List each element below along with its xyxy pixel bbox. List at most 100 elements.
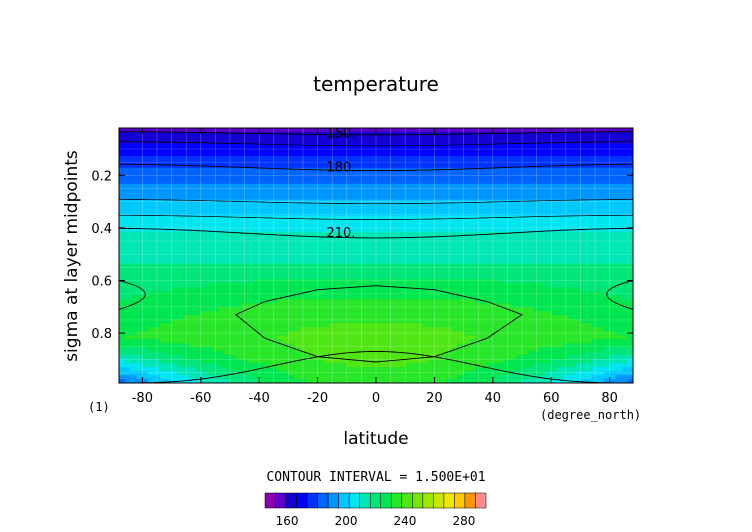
field-cell xyxy=(218,271,225,277)
field-cell xyxy=(352,207,360,213)
field-cell xyxy=(124,239,132,245)
field-cell xyxy=(393,175,400,181)
field-cell xyxy=(603,239,611,245)
field-cell xyxy=(165,159,173,165)
field-cell xyxy=(124,247,132,253)
field-cell xyxy=(469,239,476,245)
field-cell xyxy=(451,243,459,249)
field-cell xyxy=(177,183,184,189)
field-cell xyxy=(165,215,173,221)
field-cell xyxy=(434,315,441,320)
field-cell xyxy=(557,343,564,348)
field-cell xyxy=(615,171,622,177)
field-cell xyxy=(235,143,243,149)
field-cell xyxy=(475,323,482,328)
field-cell xyxy=(492,327,500,332)
field-cell xyxy=(265,315,272,320)
field-cell xyxy=(428,147,436,153)
field-cell xyxy=(504,351,511,356)
field-cell xyxy=(335,187,342,193)
field-cell xyxy=(323,128,330,133)
field-cell xyxy=(311,315,319,320)
field-cell xyxy=(247,311,254,316)
field-cell xyxy=(557,295,564,300)
field-cell xyxy=(159,259,167,265)
field-cell xyxy=(539,159,546,165)
field-cell xyxy=(627,275,633,281)
field-cell xyxy=(212,135,219,141)
field-cell xyxy=(387,203,395,209)
field-cell xyxy=(422,179,430,185)
field-cell xyxy=(504,295,511,300)
field-cell xyxy=(241,335,249,340)
field-cell xyxy=(370,207,377,213)
field-cell xyxy=(481,343,488,348)
field-cell xyxy=(241,311,249,316)
field-cell xyxy=(568,231,576,237)
field-cell xyxy=(288,251,295,257)
field-cell xyxy=(440,135,447,141)
field-cell xyxy=(574,199,582,205)
field-cell xyxy=(212,311,219,316)
field-cell xyxy=(212,183,219,189)
field-cell xyxy=(603,227,611,233)
field-cell xyxy=(405,159,412,165)
field-cell xyxy=(323,175,330,181)
field-cell xyxy=(381,335,389,340)
field-cell xyxy=(539,263,546,269)
field-cell xyxy=(621,155,628,161)
field-cell xyxy=(475,263,482,269)
field-cell xyxy=(615,263,622,269)
field-cell xyxy=(294,163,301,169)
field-cell xyxy=(294,271,301,277)
field-cell xyxy=(376,139,383,145)
field-cell xyxy=(247,335,254,340)
field-cell xyxy=(568,259,576,265)
field-cell xyxy=(159,128,167,133)
field-cell xyxy=(136,223,143,229)
field-cell xyxy=(376,183,383,189)
field-cell xyxy=(130,211,138,217)
field-cell xyxy=(305,263,313,269)
field-cell xyxy=(224,147,231,153)
field-cell xyxy=(533,315,541,320)
field-cell xyxy=(486,151,494,157)
field-cell xyxy=(335,163,342,169)
field-cell xyxy=(486,275,494,281)
field-cell xyxy=(376,207,383,213)
field-cell xyxy=(346,211,354,217)
field-cell xyxy=(586,251,593,257)
field-cell xyxy=(340,299,348,304)
field-cell xyxy=(229,223,237,229)
field-cell xyxy=(177,283,184,288)
field-cell xyxy=(218,143,225,149)
field-cell xyxy=(469,183,476,189)
field-cell xyxy=(504,167,511,173)
field-cell xyxy=(405,287,412,292)
field-cell xyxy=(229,307,237,312)
field-cell xyxy=(527,239,535,245)
field-cell xyxy=(381,227,389,233)
field-cell xyxy=(358,231,365,237)
field-cell xyxy=(539,187,546,193)
field-cell xyxy=(533,219,541,225)
field-cell xyxy=(580,171,587,177)
field-cell xyxy=(358,139,365,145)
field-cell xyxy=(130,159,138,165)
field-cell xyxy=(352,211,360,217)
field-cell xyxy=(183,175,190,181)
field-cell xyxy=(224,151,231,157)
field-cell xyxy=(177,179,184,185)
field-cell xyxy=(539,207,546,213)
field-cell xyxy=(171,299,179,304)
field-cell xyxy=(376,279,383,284)
field-cell xyxy=(130,203,138,209)
field-cell xyxy=(545,267,552,273)
field-cell xyxy=(270,195,278,201)
field-cell xyxy=(475,195,482,201)
field-cell xyxy=(411,223,418,229)
field-cell xyxy=(364,275,371,281)
field-cell xyxy=(159,311,167,316)
field-cell xyxy=(492,203,500,209)
field-cell xyxy=(159,303,167,308)
